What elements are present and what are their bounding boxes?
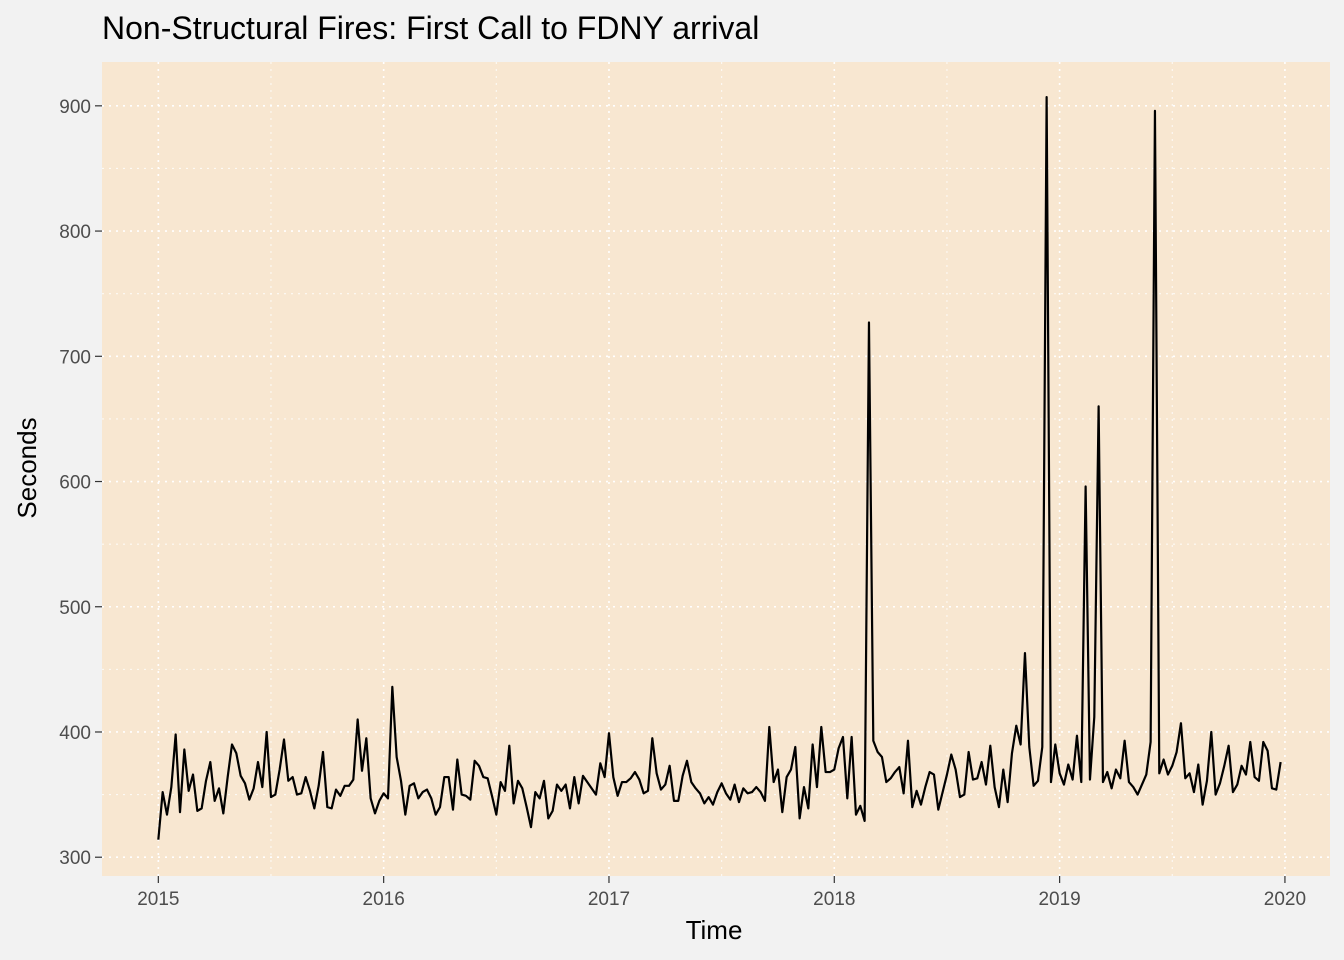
y-axis: 300 400 500 600 700 800 900 bbox=[59, 97, 102, 869]
chart-title: Non-Structural Fires: First Call to FDNY… bbox=[102, 10, 759, 46]
y-axis-title: Seconds bbox=[12, 417, 42, 518]
x-axis-title: Time bbox=[686, 915, 743, 945]
x-tick-label: 2019 bbox=[1038, 889, 1080, 910]
y-tick-label: 900 bbox=[59, 97, 91, 118]
y-tick-label: 300 bbox=[59, 848, 91, 869]
minor-gridlines bbox=[102, 62, 1330, 876]
y-tick-label: 700 bbox=[59, 347, 91, 368]
x-tick-label: 2018 bbox=[813, 889, 855, 910]
major-gridlines bbox=[102, 62, 1330, 876]
y-tick-label: 600 bbox=[59, 473, 91, 494]
x-tick-label: 2017 bbox=[588, 889, 630, 910]
series-line bbox=[157, 95, 1282, 840]
x-axis: 2015 2016 2017 2018 2019 2020 bbox=[137, 876, 1306, 910]
x-tick-label: 2020 bbox=[1264, 889, 1306, 910]
x-tick-label: 2016 bbox=[363, 889, 405, 910]
y-tick-label: 500 bbox=[59, 598, 91, 619]
y-tick-label: 800 bbox=[59, 222, 91, 243]
x-tick-label: 2015 bbox=[137, 889, 179, 910]
y-tick-label: 400 bbox=[59, 723, 91, 744]
